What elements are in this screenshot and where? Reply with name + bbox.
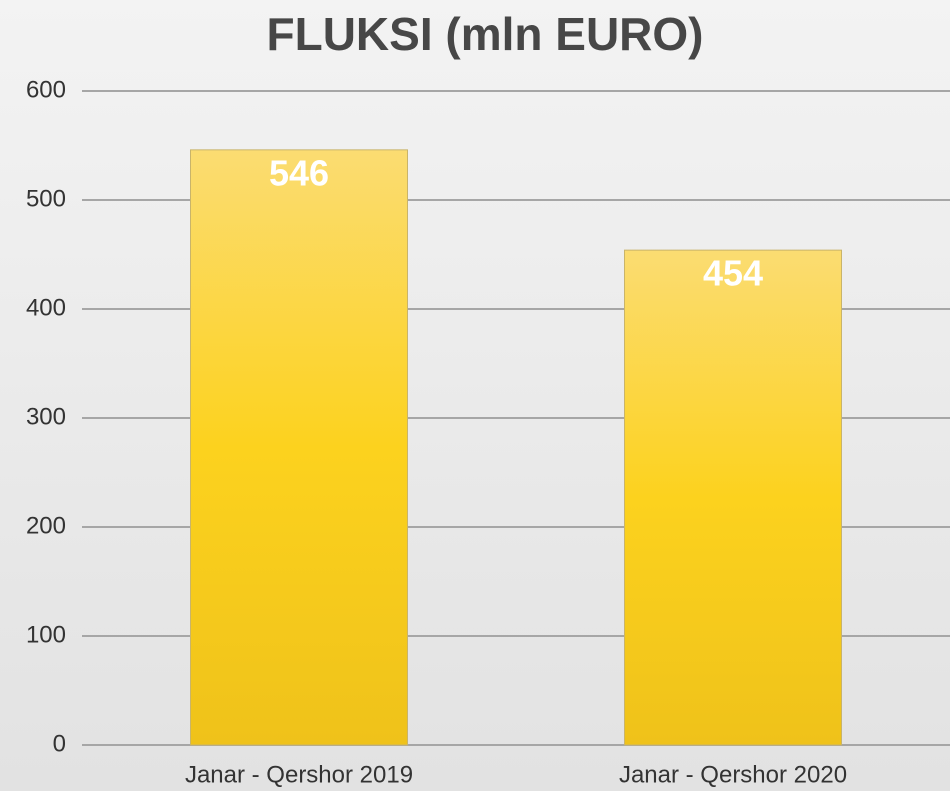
chart-title: FLUKSI (mln EURO) bbox=[267, 8, 704, 60]
data-label: 454 bbox=[703, 253, 763, 294]
y-tick-label: 300 bbox=[26, 403, 66, 430]
y-tick-label: 400 bbox=[26, 294, 66, 321]
data-label: 546 bbox=[269, 152, 329, 193]
y-tick-label: 600 bbox=[26, 76, 66, 103]
x-tick-label: Janar - Qershor 2020 bbox=[619, 761, 847, 788]
y-tick-label: 500 bbox=[26, 185, 66, 212]
y-tick-label: 100 bbox=[26, 621, 66, 648]
x-tick-label: Janar - Qershor 2019 bbox=[185, 761, 413, 788]
y-tick-label: 0 bbox=[53, 730, 66, 757]
y-tick-label: 200 bbox=[26, 512, 66, 539]
bar bbox=[190, 149, 408, 746]
bar bbox=[624, 249, 842, 746]
